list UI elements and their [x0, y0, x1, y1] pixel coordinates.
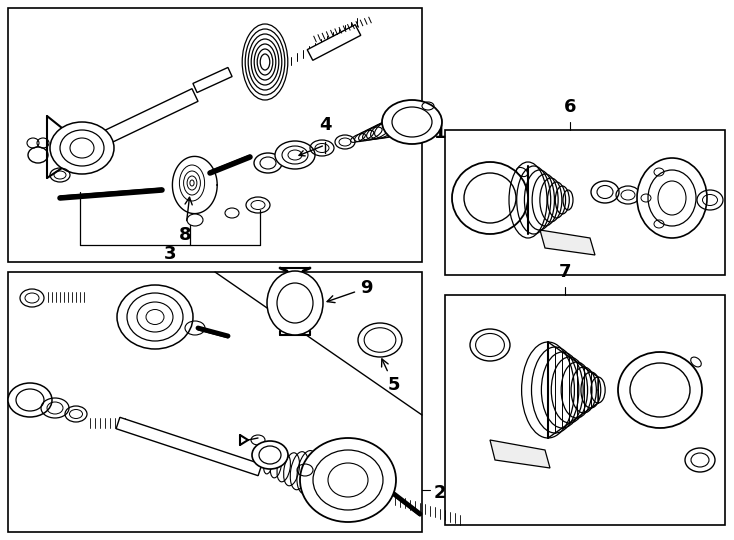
Ellipse shape — [252, 441, 288, 469]
Polygon shape — [490, 440, 550, 468]
Bar — [8, 272, 422, 532]
Ellipse shape — [618, 352, 702, 428]
Bar — [445, 130, 725, 275]
Ellipse shape — [637, 158, 707, 238]
Ellipse shape — [563, 190, 573, 210]
Text: 7: 7 — [559, 263, 571, 281]
Ellipse shape — [452, 162, 528, 234]
Ellipse shape — [267, 271, 323, 335]
Bar — [8, 8, 422, 262]
Text: 2: 2 — [434, 484, 446, 502]
Ellipse shape — [117, 285, 193, 349]
Text: 3: 3 — [164, 245, 176, 263]
Ellipse shape — [382, 100, 442, 144]
Text: 8: 8 — [178, 197, 192, 244]
Polygon shape — [548, 342, 598, 438]
Polygon shape — [540, 230, 595, 255]
Polygon shape — [102, 89, 198, 144]
Text: 9: 9 — [327, 279, 372, 302]
Ellipse shape — [8, 383, 52, 417]
Polygon shape — [116, 417, 262, 476]
Ellipse shape — [50, 122, 114, 174]
Bar — [445, 295, 725, 525]
Polygon shape — [193, 68, 232, 92]
Polygon shape — [308, 25, 361, 60]
Text: 4: 4 — [319, 116, 331, 134]
Ellipse shape — [275, 141, 315, 169]
Ellipse shape — [187, 214, 203, 226]
Ellipse shape — [300, 438, 396, 522]
Text: 1: 1 — [434, 124, 446, 142]
Text: 6: 6 — [564, 98, 576, 116]
Polygon shape — [172, 157, 217, 214]
Text: 5: 5 — [382, 359, 400, 394]
